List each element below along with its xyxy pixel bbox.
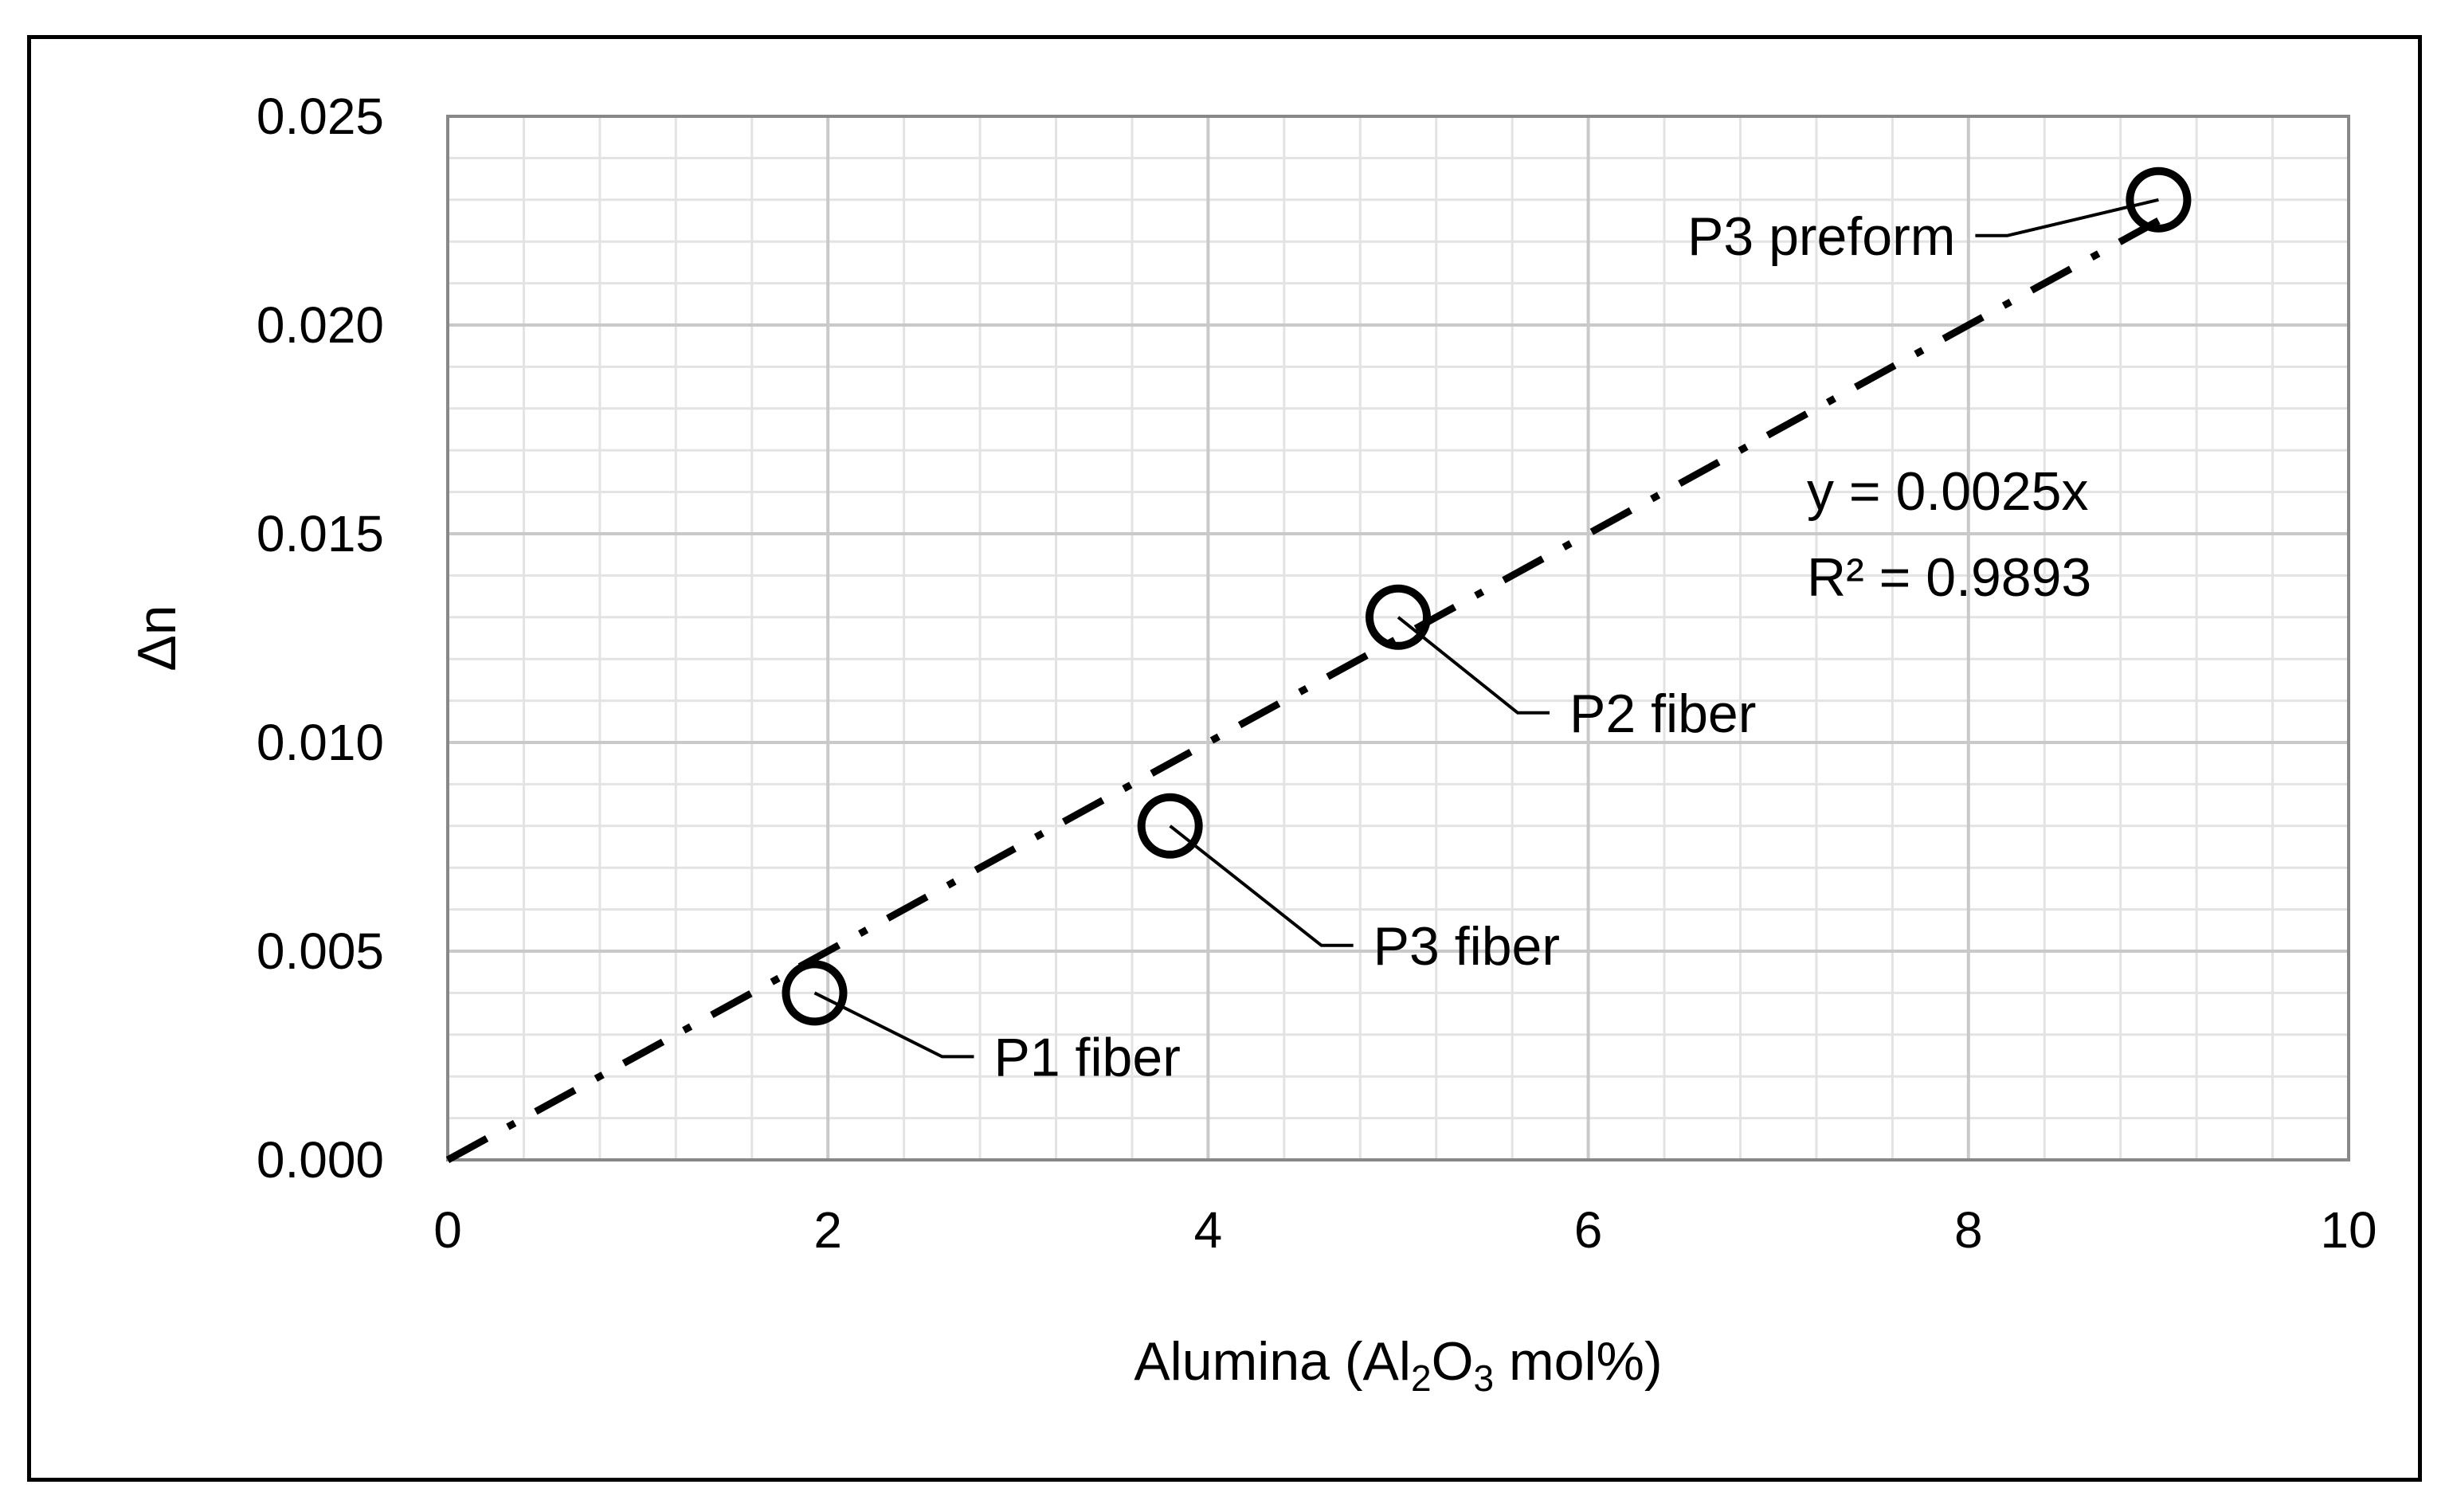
x-axis-title-mid: O (1432, 1331, 1474, 1392)
y-axis-title: Δn (127, 605, 187, 671)
data-point-marker (782, 960, 848, 1026)
y-tick-label: 0.005 (257, 922, 384, 980)
x-axis-title-suffix: mol%) (1494, 1331, 1663, 1392)
plot-area-border (446, 115, 2350, 1161)
trendline (445, 217, 2161, 1163)
point-label: P3 fiber (1373, 916, 1560, 977)
data-point-marker (2126, 166, 2192, 233)
x-axis-title-prefix: Alumina (Al (1134, 1331, 1411, 1392)
trendline-r-squared: R² = 0.9893 (1807, 547, 2091, 608)
x-tick-label: 4 (1194, 1201, 1223, 1259)
x-axis-title-sub2: 3 (1474, 1357, 1495, 1399)
chart-frame (27, 35, 2422, 1482)
leader-line (1169, 825, 1354, 947)
y-tick-label: 0.015 (257, 505, 384, 562)
label-leader-lines (813, 198, 2159, 1059)
x-axis-tick-labels: 0 2 4 6 8 10 (433, 1201, 2377, 1259)
data-point-marker (1366, 584, 1431, 650)
data-points (782, 166, 2192, 1026)
x-tick-label: 8 (1954, 1201, 1983, 1259)
trendline-equation: y = 0.0025x (1807, 461, 2088, 522)
leader-line (813, 991, 974, 1059)
y-tick-label: 0.010 (257, 714, 384, 771)
x-tick-label: 2 (813, 1201, 842, 1259)
data-point-marker (1137, 793, 1203, 859)
x-tick-label: 6 (1574, 1201, 1603, 1259)
leader-line (1397, 616, 1550, 715)
x-tick-label: 0 (433, 1201, 462, 1259)
y-tick-label: 0.025 (257, 88, 384, 145)
point-label: P3 preform (1687, 206, 1955, 267)
y-axis-tick-labels: 0.000 0.005 0.010 0.015 0.020 0.025 (257, 88, 384, 1189)
y-tick-label: 0.000 (257, 1131, 384, 1189)
y-tick-label: 0.020 (257, 296, 384, 354)
x-axis-title: Alumina (Al2O3 mol%) (1134, 1331, 1662, 1399)
x-axis-title-sub1: 2 (1411, 1357, 1432, 1399)
point-label: P1 fiber (993, 1027, 1180, 1087)
leader-line (1975, 198, 2159, 237)
x-tick-label: 10 (2320, 1201, 2377, 1259)
data-point-labels: P1 fiber P3 fiber P2 fiber P3 preform (993, 206, 1955, 1088)
point-label: P2 fiber (1569, 684, 1756, 744)
